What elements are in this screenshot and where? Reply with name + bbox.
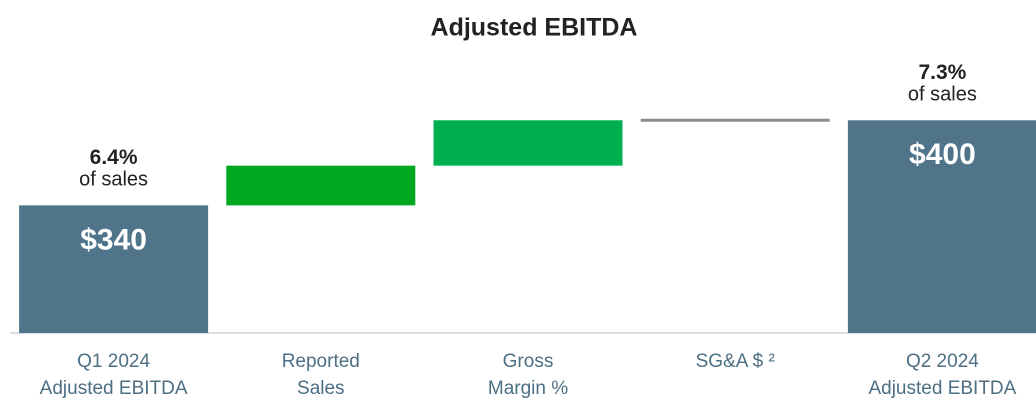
annotation-label: 7.3% xyxy=(918,61,966,84)
bar xyxy=(226,165,416,206)
value-label: $400 xyxy=(909,138,976,171)
annotation-text: of sales xyxy=(908,84,977,106)
value-label: $340 xyxy=(80,223,147,256)
x-tick-label: Reported Sales xyxy=(281,351,360,399)
annotation-label: 6.4% xyxy=(90,146,138,169)
x-tick-label: Gross Margin % xyxy=(487,351,569,399)
bar xyxy=(847,120,1036,333)
bar xyxy=(433,120,623,166)
x-tick-label: Q2 2024 Adjusted EBITDA xyxy=(868,351,1017,399)
annotation-text: of sales xyxy=(79,169,148,191)
bar xyxy=(19,205,209,333)
x-tick-label: Q1 2024 Adjusted EBITDA xyxy=(39,351,188,399)
chart-title: Adjusted EBITDA xyxy=(431,14,638,42)
x-tick-label: SG&A $ ² xyxy=(695,351,775,372)
